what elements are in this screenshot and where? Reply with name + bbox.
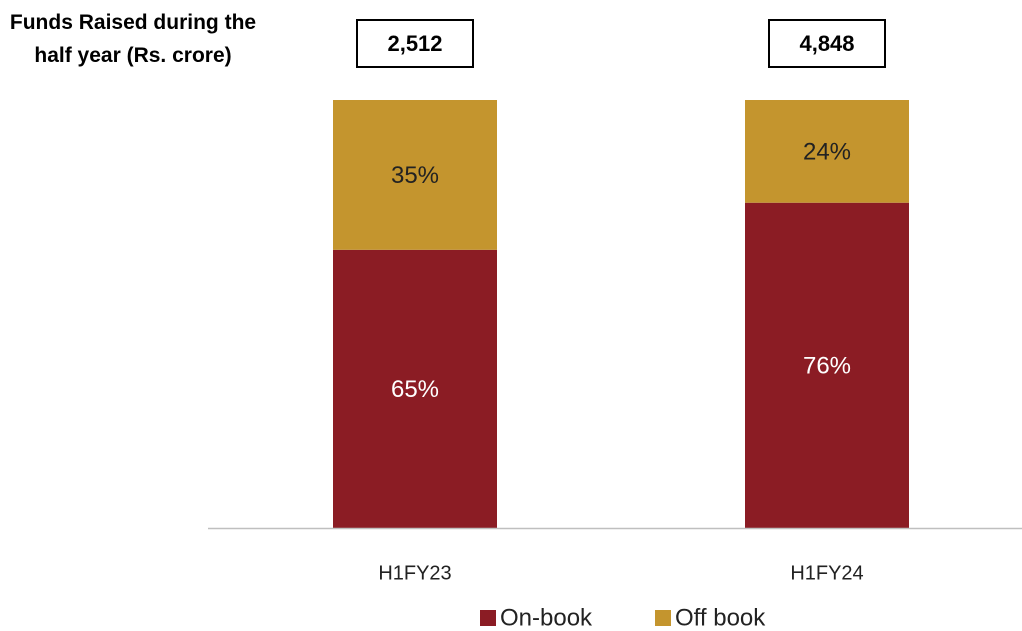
data-label: 76% — [803, 353, 851, 380]
total-label: 2,512 — [387, 31, 442, 56]
bar-segment — [745, 100, 909, 203]
bar-segment — [333, 100, 497, 250]
data-label: 24% — [803, 139, 851, 166]
total-box — [356, 19, 474, 68]
legend-swatch — [480, 610, 496, 626]
data-label: 65% — [391, 376, 439, 403]
total-label: 4,848 — [799, 31, 854, 56]
legend-label: On-book — [500, 604, 593, 631]
bar-segment — [333, 249, 497, 529]
legend-label: Off book — [675, 604, 766, 631]
data-label: 35% — [391, 162, 439, 189]
total-box — [768, 19, 886, 68]
x-tick-label: H1FY24 — [790, 562, 863, 584]
legend-swatch — [655, 610, 671, 626]
chart-title: Funds Raised during the half year (Rs. c… — [9, 11, 257, 67]
bar-segment — [745, 202, 909, 528]
x-tick-label: H1FY23 — [378, 562, 451, 584]
